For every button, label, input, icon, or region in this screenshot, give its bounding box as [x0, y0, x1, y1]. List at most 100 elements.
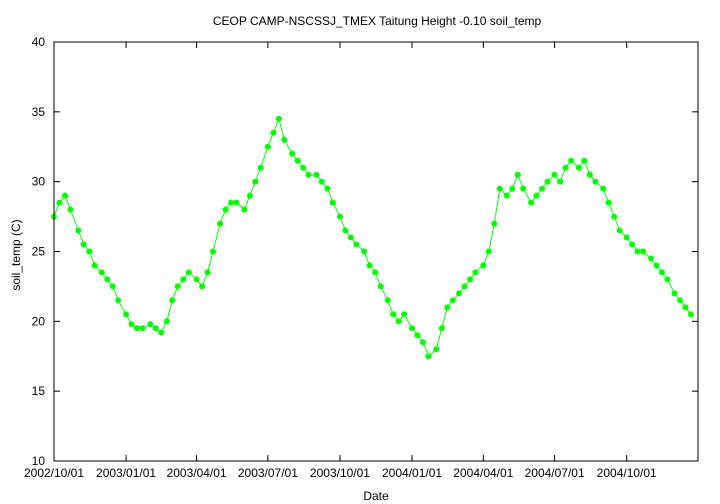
y-tick-label: 35	[32, 105, 46, 119]
data-point	[687, 311, 694, 318]
data-point	[514, 171, 521, 178]
data-point	[139, 325, 146, 332]
data-point	[275, 115, 282, 122]
data-point	[233, 199, 240, 206]
data-point	[634, 248, 641, 255]
y-tick-label: 25	[32, 245, 46, 259]
data-point	[671, 290, 678, 297]
data-point	[581, 157, 588, 164]
data-point	[444, 304, 451, 311]
data-point	[377, 283, 384, 290]
data-point	[611, 213, 618, 220]
data-point	[174, 283, 181, 290]
data-point	[409, 325, 415, 332]
data-point	[257, 164, 264, 171]
data-point	[401, 311, 408, 318]
data-point	[557, 178, 564, 185]
data-point	[575, 164, 582, 171]
data-point	[600, 185, 607, 192]
data-point	[485, 248, 492, 255]
data-point	[414, 332, 421, 339]
data-point	[592, 178, 599, 185]
data-point	[252, 178, 259, 185]
x-tick-label: 2003/10/01	[310, 466, 370, 480]
data-point	[480, 262, 487, 269]
data-point	[158, 329, 165, 336]
data-point	[509, 185, 516, 192]
data-point	[456, 290, 462, 297]
y-tick-label: 15	[32, 384, 46, 398]
data-point	[313, 171, 320, 178]
data-point	[568, 157, 575, 164]
data-point	[677, 297, 683, 304]
data-point	[86, 248, 93, 255]
data-point	[147, 321, 154, 328]
data-point	[123, 311, 130, 318]
data-point	[152, 325, 159, 332]
y-axis-label: soil_temp (C)	[9, 219, 23, 290]
x-tick-label: 2003/01/01	[96, 466, 156, 480]
data-point	[361, 248, 368, 255]
data-point	[438, 325, 445, 332]
data-point	[185, 269, 192, 276]
data-point	[222, 206, 229, 213]
data-point	[496, 185, 503, 192]
series-line	[53, 117, 692, 358]
data-point	[528, 199, 535, 206]
data-point	[193, 276, 200, 283]
x-tick-label: 2004/01/01	[382, 466, 442, 480]
data-point	[128, 321, 135, 328]
data-point	[246, 192, 253, 199]
y-tick-label: 30	[32, 175, 46, 189]
chart-title: CEOP CAMP-NSCSSJ_TMEX Taitung Height -0.…	[213, 14, 542, 28]
data-point	[109, 283, 116, 290]
data-point	[347, 234, 354, 241]
axis-layer: 10 15 20 25 30 35 40 2002/10/01 2003/01/01 2003/0…	[24, 35, 698, 480]
data-point	[648, 255, 654, 262]
data-point	[433, 346, 440, 353]
y-tick-label: 10	[32, 454, 46, 468]
data-point	[623, 234, 630, 241]
data-point	[472, 269, 479, 276]
y-tick-label: 20	[32, 314, 46, 328]
data-point	[461, 283, 468, 290]
data-point	[294, 157, 301, 164]
data-point	[104, 276, 111, 283]
data-point	[449, 297, 456, 304]
data-point	[56, 199, 63, 206]
data-point	[67, 206, 74, 213]
data-point	[586, 171, 593, 178]
data-point	[539, 185, 546, 192]
data-point	[616, 227, 623, 234]
data-point	[241, 206, 248, 213]
x-tick-label: 2004/10/01	[597, 466, 657, 480]
data-point	[180, 276, 187, 283]
data-point	[228, 199, 235, 206]
data-point	[384, 297, 391, 304]
data-point	[342, 227, 349, 234]
data-point	[366, 262, 373, 269]
data-point	[163, 318, 170, 325]
data-point	[605, 199, 612, 206]
data-point	[115, 297, 122, 304]
x-tick-label: 2003/07/01	[238, 466, 298, 480]
data-point	[640, 248, 647, 255]
x-tick-label: 2002/10/01	[24, 466, 84, 480]
data-point	[62, 192, 68, 199]
data-point	[491, 220, 498, 227]
data-point	[653, 262, 660, 269]
data-point	[629, 241, 636, 248]
data-point	[395, 318, 402, 325]
data-point	[270, 129, 277, 136]
data-point	[544, 178, 551, 185]
data-point	[664, 276, 671, 283]
data-point	[300, 164, 307, 171]
data-point	[217, 220, 224, 227]
data-point	[467, 276, 473, 283]
data-point	[503, 192, 510, 199]
data-point	[210, 248, 216, 255]
data-point	[659, 269, 665, 276]
data-point	[134, 325, 140, 332]
data-point	[562, 164, 569, 171]
